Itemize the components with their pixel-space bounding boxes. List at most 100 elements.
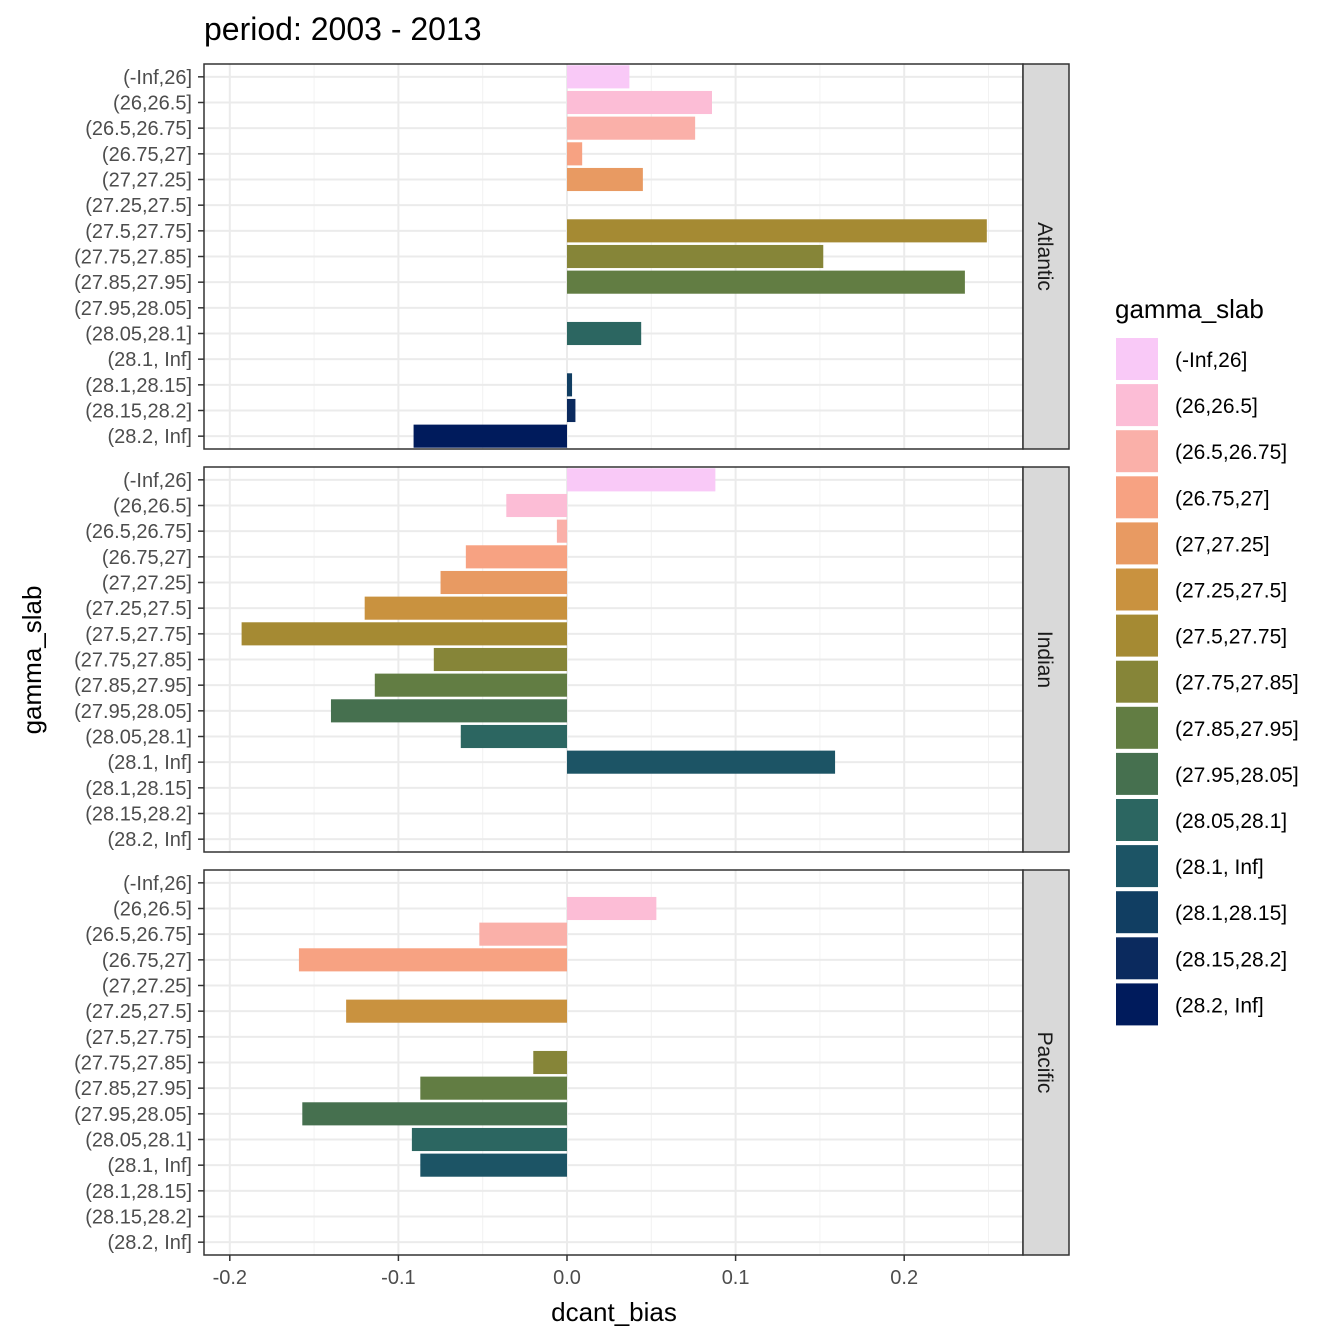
legend-label: (26.5,26.75] [1175, 441, 1287, 464]
y-tick-label: (-Inf,26] [123, 470, 192, 492]
y-tick-label: (26,26.5] [113, 899, 192, 921]
legend: gamma_slab (-Inf,26] (26,26.5] (26.5,26.75… [1115, 294, 1299, 1026]
legend-key [1116, 706, 1158, 749]
legend-key [1116, 384, 1158, 427]
y-tick-label: (27.25,27.5] [85, 195, 192, 217]
bar [567, 167, 643, 192]
legend-label: (27.5,27.75] [1175, 626, 1287, 649]
bar [567, 90, 712, 115]
x-tick-label: 0.2 [890, 1267, 918, 1289]
legend-key [1116, 568, 1158, 611]
legend-label: (28.05,28.1] [1175, 810, 1287, 833]
x-axis: -0.2 -0.1 0.0 0.1 0.2 [213, 1255, 918, 1289]
facet-strip-label: Atlantic [1033, 222, 1056, 291]
y-tick-label: (26.5,26.75] [85, 924, 192, 946]
y-tick-label: (28.1, Inf] [108, 752, 193, 774]
facet-strip [1022, 63, 1070, 450]
y-tick-label: (27.85,27.95] [74, 272, 192, 294]
y-tick-label: (27.85,27.95] [74, 1078, 192, 1100]
y-tick-label: (26.75,27] [102, 950, 192, 972]
legend-key [1116, 430, 1158, 473]
x-tick-label: -0.1 [381, 1267, 415, 1289]
bar [567, 116, 696, 140]
legend-label: (28.1, Inf] [1175, 856, 1264, 879]
y-tick-label: (-Inf,26] [123, 873, 192, 895]
legend-label: (27.75,27.85] [1175, 672, 1299, 695]
bar [298, 948, 567, 972]
y-tick-label: (28.2, Inf] [108, 829, 193, 851]
y-tick-label: (27.5,27.75] [85, 1027, 192, 1049]
y-tick-label: (28.2, Inf] [108, 426, 193, 448]
legend-label: (26,26.5] [1175, 395, 1258, 418]
bar [433, 647, 567, 672]
legend-key [1116, 338, 1158, 380]
y-tick-label: (26.5,26.75] [85, 118, 192, 140]
facet-strip-label: Pacific [1033, 1032, 1056, 1094]
legend-items: (-Inf,26] (26,26.5] (26.5,26.75] (26.75,27]… [1116, 338, 1299, 1026]
y-tick-label: (27.85,27.95] [74, 675, 192, 697]
panel-pacific: (-Inf,26] (26,26.5] (26.5,26.75] (26.75,27]… [74, 869, 1070, 1256]
bar [413, 424, 567, 448]
y-tick-label: (27.95,28.05] [74, 1104, 192, 1126]
y-tick-label: (27.75,27.85] [74, 247, 192, 269]
y-tick-label: (27,27.25] [102, 170, 192, 192]
bar [364, 596, 567, 620]
y-tick-label: (27.5,27.75] [85, 221, 192, 243]
bar [465, 545, 567, 569]
legend-key [1116, 983, 1158, 1026]
legend-key [1116, 845, 1158, 888]
legend-label: (27,27.25] [1175, 533, 1270, 556]
bar [567, 270, 965, 294]
legend-label: (-Inf,26] [1175, 349, 1247, 372]
facet-strip-label: Indian [1033, 631, 1056, 688]
facet-strip [1022, 869, 1070, 1256]
y-tick-label: (28.2, Inf] [108, 1232, 193, 1254]
y-tick-label: (-Inf,26] [123, 67, 192, 89]
bar [567, 750, 836, 774]
y-tick-label: (28.15,28.2] [85, 804, 192, 826]
bar [420, 1153, 567, 1177]
y-tick-label: (27.75,27.85] [74, 650, 192, 672]
y-tick-label: (27.25,27.5] [85, 1001, 192, 1023]
bar [241, 622, 568, 646]
legend-label: (27.95,28.05] [1175, 764, 1299, 787]
legend-key [1116, 614, 1158, 657]
y-tick-label: (28.15,28.2] [85, 401, 192, 423]
bar [567, 398, 576, 423]
panel-atlantic: (-Inf,26] (26,26.5] (26.5,26.75] (26.75,27]… [74, 63, 1070, 450]
legend-label: (27.25,27.5] [1175, 580, 1287, 603]
legend-key [1116, 476, 1158, 519]
y-tick-label: (27.95,28.05] [74, 298, 192, 320]
bar [506, 493, 567, 518]
y-tick-label: (28.1,28.15] [85, 1181, 192, 1203]
chart-title: period: 2003 - 2013 [204, 11, 482, 47]
legend-key [1116, 522, 1158, 565]
bar [411, 1127, 567, 1152]
x-tick-label: -0.2 [213, 1267, 247, 1289]
y-tick-label: (26,26.5] [113, 93, 192, 115]
y-tick-label: (26,26.5] [113, 496, 192, 518]
y-tick-label: (27,27.25] [102, 573, 192, 595]
y-tick-label: (28.05,28.1] [85, 727, 192, 749]
legend-key [1116, 937, 1158, 980]
bar [374, 673, 567, 697]
legend-key [1116, 799, 1158, 841]
legend-key [1116, 752, 1158, 795]
legend-label: (28.2, Inf] [1175, 994, 1264, 1017]
legend-key [1116, 660, 1158, 703]
bar [460, 724, 567, 749]
bar [567, 65, 630, 89]
facet-strip [1022, 466, 1070, 853]
x-tick-label: 0.1 [722, 1267, 750, 1289]
panel-indian: (-Inf,26] (26,26.5] (26.5,26.75] (26.75,27]… [74, 466, 1070, 853]
bar [302, 1102, 567, 1126]
legend-key [1116, 891, 1158, 934]
y-tick-label: (28.1, Inf] [108, 1155, 193, 1177]
y-tick-label: (28.1,28.15] [85, 375, 192, 397]
bar [479, 922, 567, 946]
bar [346, 999, 567, 1023]
y-tick-label: (28.1,28.15] [85, 778, 192, 800]
bar [440, 570, 567, 595]
bar [330, 699, 567, 723]
y-tick-label: (27.75,27.85] [74, 1053, 192, 1075]
